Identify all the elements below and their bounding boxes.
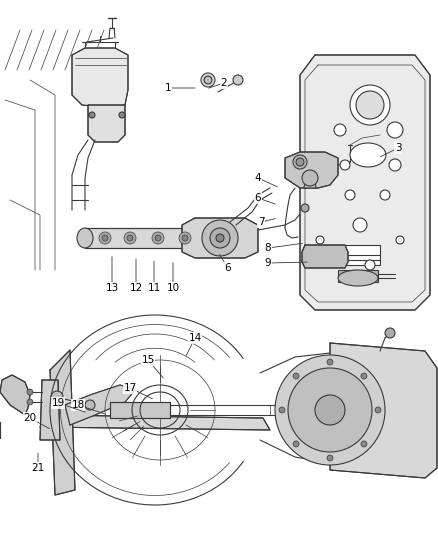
Circle shape — [119, 112, 125, 118]
Circle shape — [353, 218, 367, 232]
Polygon shape — [88, 105, 125, 142]
Circle shape — [51, 391, 63, 403]
Bar — [330, 245, 380, 265]
Circle shape — [334, 124, 346, 136]
Circle shape — [340, 160, 350, 170]
Text: 2: 2 — [221, 78, 227, 88]
Circle shape — [182, 235, 188, 241]
Circle shape — [216, 234, 224, 242]
Circle shape — [301, 204, 309, 212]
Text: 10: 10 — [166, 283, 180, 293]
Text: 14: 14 — [188, 333, 201, 343]
Text: 6: 6 — [225, 263, 231, 273]
Circle shape — [279, 407, 285, 413]
Text: 11: 11 — [147, 283, 161, 293]
Circle shape — [85, 400, 95, 410]
Circle shape — [315, 395, 345, 425]
Bar — [338, 270, 378, 282]
Text: 9: 9 — [265, 258, 271, 268]
Circle shape — [396, 236, 404, 244]
Ellipse shape — [338, 270, 378, 286]
Circle shape — [89, 112, 95, 118]
Circle shape — [202, 220, 238, 256]
Polygon shape — [65, 385, 135, 425]
Circle shape — [152, 232, 164, 244]
Text: 6: 6 — [254, 193, 261, 203]
Polygon shape — [0, 375, 30, 415]
Polygon shape — [300, 55, 430, 310]
Circle shape — [293, 441, 299, 447]
Circle shape — [293, 373, 299, 379]
Circle shape — [361, 373, 367, 379]
Text: 15: 15 — [141, 355, 155, 365]
Text: 1: 1 — [165, 83, 171, 93]
Text: 17: 17 — [124, 383, 137, 393]
Circle shape — [302, 170, 318, 186]
Circle shape — [288, 368, 372, 452]
Text: 19: 19 — [51, 398, 65, 408]
Circle shape — [361, 441, 367, 447]
Circle shape — [380, 190, 390, 200]
Circle shape — [179, 232, 191, 244]
Circle shape — [327, 359, 333, 365]
Polygon shape — [182, 218, 258, 258]
Text: 3: 3 — [395, 143, 401, 153]
Text: 12: 12 — [129, 283, 143, 293]
Circle shape — [102, 235, 108, 241]
Circle shape — [293, 155, 307, 169]
Text: 8: 8 — [265, 243, 271, 253]
Circle shape — [155, 235, 161, 241]
Polygon shape — [110, 402, 170, 418]
Text: 21: 21 — [32, 463, 45, 473]
Circle shape — [27, 399, 33, 405]
Circle shape — [389, 159, 401, 171]
Circle shape — [316, 236, 324, 244]
Polygon shape — [285, 152, 338, 188]
Circle shape — [365, 260, 375, 270]
Polygon shape — [50, 350, 75, 495]
Polygon shape — [72, 48, 128, 108]
Circle shape — [210, 228, 230, 248]
Circle shape — [387, 122, 403, 138]
Polygon shape — [304, 175, 316, 188]
Text: 7: 7 — [258, 217, 264, 227]
Circle shape — [327, 455, 333, 461]
Text: 18: 18 — [71, 400, 85, 410]
Polygon shape — [85, 228, 215, 248]
Text: 13: 13 — [106, 283, 119, 293]
Circle shape — [99, 232, 111, 244]
Circle shape — [385, 328, 395, 338]
Polygon shape — [302, 245, 348, 268]
Circle shape — [345, 190, 355, 200]
Circle shape — [350, 85, 390, 125]
Circle shape — [201, 73, 215, 87]
Polygon shape — [40, 415, 270, 430]
Ellipse shape — [350, 143, 386, 167]
Text: 20: 20 — [24, 413, 36, 423]
Circle shape — [204, 76, 212, 84]
Circle shape — [127, 235, 133, 241]
Polygon shape — [330, 343, 437, 478]
Text: 4: 4 — [254, 173, 261, 183]
Circle shape — [375, 407, 381, 413]
Circle shape — [124, 232, 136, 244]
Circle shape — [233, 75, 243, 85]
Polygon shape — [40, 380, 60, 440]
Circle shape — [275, 355, 385, 465]
Circle shape — [27, 389, 33, 395]
Ellipse shape — [77, 228, 93, 248]
Circle shape — [296, 158, 304, 166]
Circle shape — [356, 91, 384, 119]
